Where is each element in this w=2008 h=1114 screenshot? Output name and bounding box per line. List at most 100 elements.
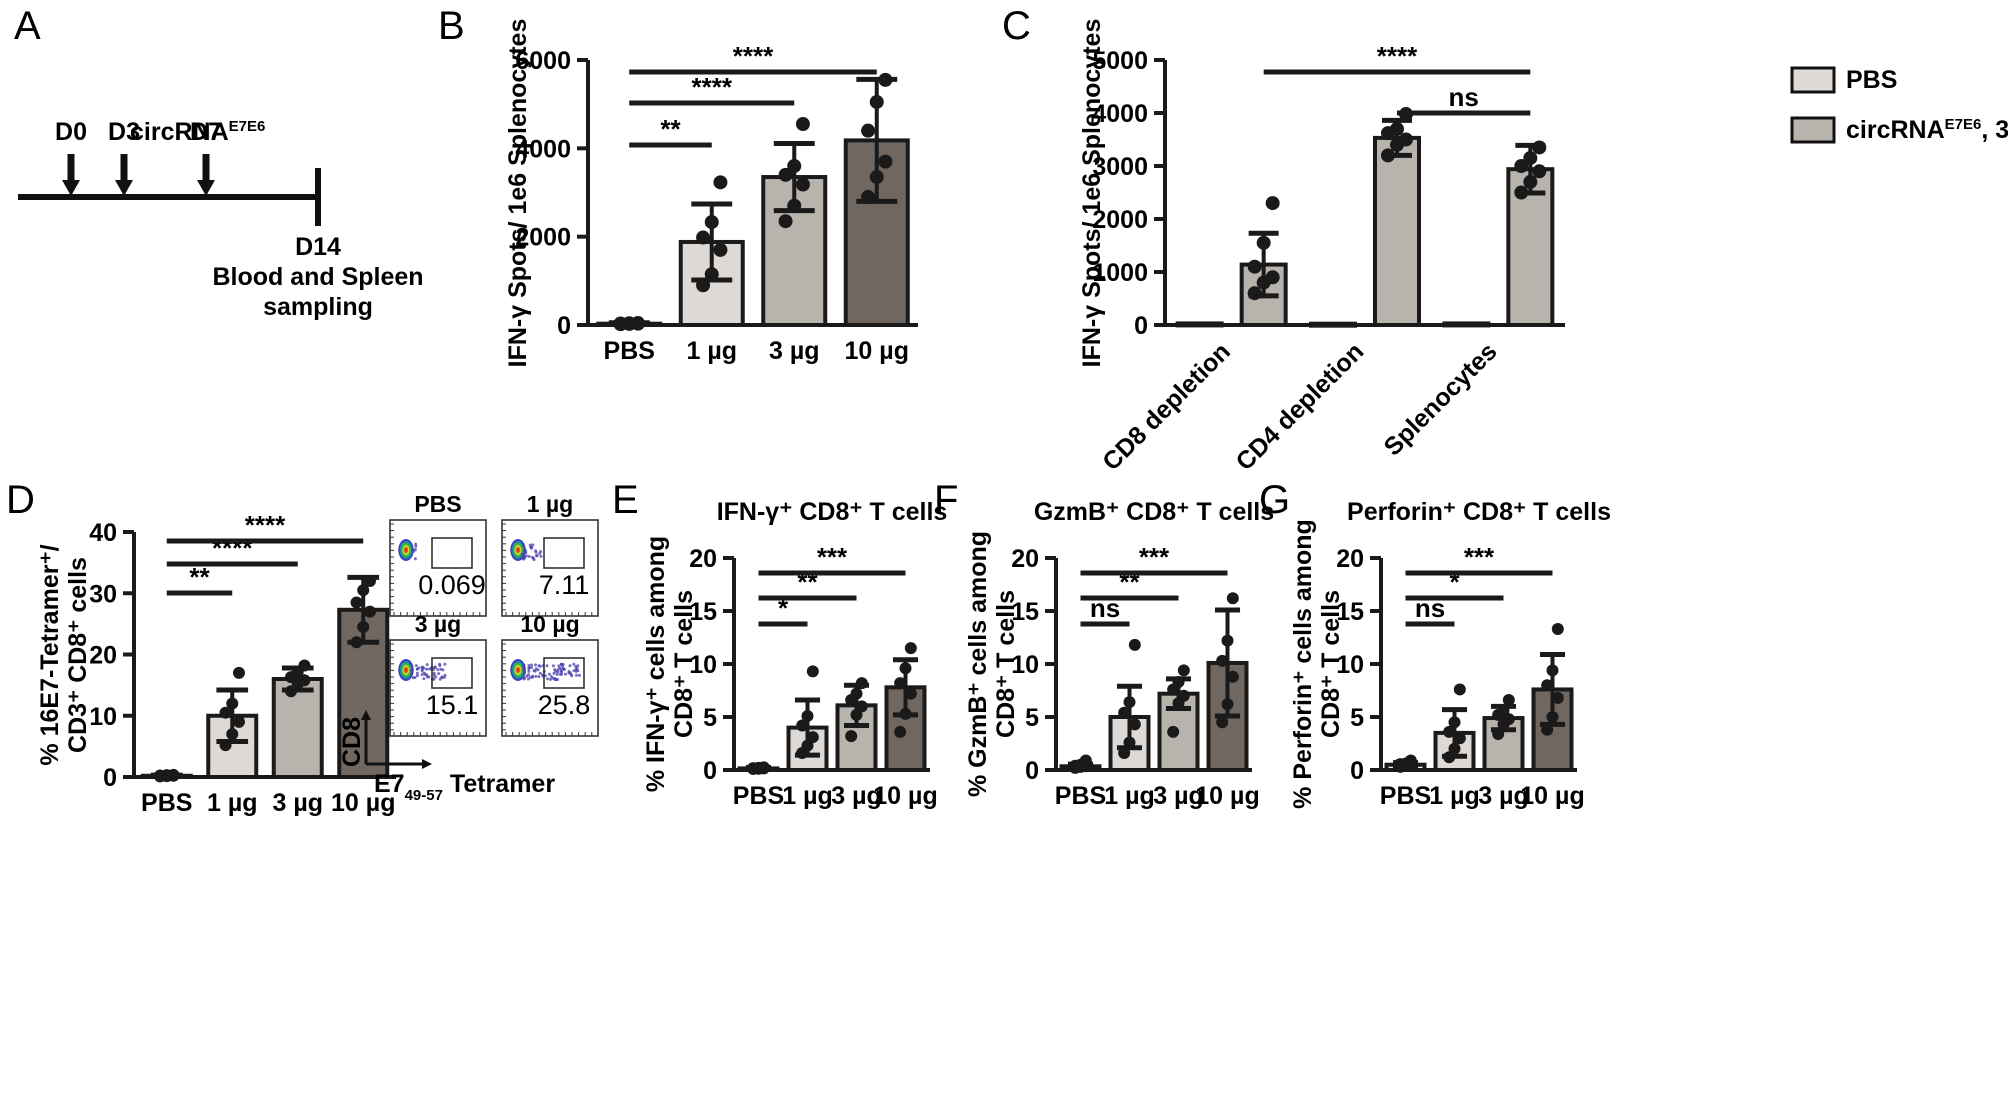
x-tick-label: CD4 depletion: [1231, 337, 1370, 476]
data-point: [851, 688, 863, 700]
flow-event-dot: [523, 678, 526, 681]
data-point: [1124, 736, 1136, 748]
panel-a-timeline: circRNAE7E6 D0 D3 D7 D14 Blood and Splee…: [0, 0, 430, 420]
flow-cytometry-group: PBS 0.069 1 µg 7.11 3 µg 15.1 10 µg 25.8 CD8 E749…: [330, 480, 630, 820]
data-point: [1547, 664, 1559, 676]
flow-event-dot: [568, 664, 571, 667]
data-point: [1532, 140, 1546, 154]
data-point: [1118, 747, 1130, 759]
data-point: [894, 677, 906, 689]
flow-event-dot: [443, 663, 446, 666]
y-tick-label: 0: [1350, 757, 1364, 785]
data-point: [631, 316, 645, 330]
panel-a: A circRNAE7E6 D0 D3 D7 D14 Blood and Spl…: [0, 0, 430, 430]
y-tick-label: 0: [1025, 757, 1039, 785]
data-point: [1523, 151, 1537, 165]
y-tick-label: 30: [89, 580, 117, 608]
y-axis-label: IFN-γ Spots/ 1e6 Splenocytes: [504, 19, 532, 368]
panel-f: F 0 5 10 15 20 PBS 1 µg 3 µg 10 µg ns ** *** GzmB⁺ C…: [930, 480, 1260, 820]
flow-event-dot: [529, 676, 532, 679]
flow-event-dot: [528, 555, 531, 558]
legend-swatch-pbs: [1792, 68, 1834, 92]
x-tick-label: 1 µg: [686, 337, 737, 365]
data-point: [1216, 655, 1228, 667]
data-point: [1514, 186, 1528, 200]
chart-title: GzmB⁺ CD8⁺ T cells: [1034, 498, 1274, 526]
data-point: [1248, 286, 1262, 300]
panel-c-chart: 0 1000 2000 3000 4000 5000 CD8 depletionCD4 de…: [990, 0, 1670, 430]
x-tick-label: 10 µg: [873, 782, 937, 810]
flow-event-dot: [522, 555, 525, 558]
data-point: [1541, 724, 1553, 736]
x-tick-label: CD8 depletion: [1097, 337, 1236, 476]
flow-event-dot: [531, 556, 534, 559]
significance-label: ***: [817, 542, 848, 572]
data-point: [1167, 726, 1179, 738]
panel-c: C 0 1000 2000 3000 4000 5000 CD8 depletion CD4 …: [990, 0, 1790, 430]
timeline-endpoint-desc-1: Blood and Spleen: [212, 263, 423, 291]
flow-tetramer-arrow-icon: [422, 759, 432, 769]
flow-event-dot: [437, 672, 440, 675]
data-point: [1503, 694, 1515, 706]
flow-event-dot: [414, 557, 417, 560]
bar-treated: [1375, 138, 1419, 325]
data-point: [1173, 676, 1185, 688]
flow-event-dot: [530, 663, 533, 666]
data-point: [1118, 707, 1130, 719]
flow-event-dot: [415, 664, 418, 667]
data-point: [845, 730, 857, 742]
flow-y-axis-label: CD8: [338, 717, 366, 767]
flow-event-dot: [535, 554, 538, 557]
data-point: [1381, 148, 1395, 162]
data-point: [1227, 592, 1239, 604]
flow-plot-title: PBS: [414, 491, 461, 517]
data-point: [856, 700, 868, 712]
timeline-label-d7: D7: [190, 118, 222, 146]
data-point: [900, 708, 912, 720]
flow-event-dot: [549, 678, 552, 681]
x-tick-label: Splenocytes: [1379, 337, 1503, 461]
data-point: [1248, 260, 1262, 274]
x-tick-label: 1 µg: [782, 782, 833, 810]
data-point: [1449, 743, 1461, 755]
flow-density-blob: [516, 667, 520, 673]
flow-event-dot: [441, 668, 444, 671]
data-point: [713, 243, 727, 257]
flow-event-dot: [530, 547, 533, 550]
panel-b: B 0 2000 4000 6000 PBS 1 µg 3 µg 10 µg ** **** ***…: [430, 0, 990, 420]
panel-e-label: E: [612, 480, 639, 520]
flow-event-dot: [438, 663, 441, 666]
flow-event-dot: [421, 669, 424, 672]
flow-plot-title: 10 µg: [520, 611, 579, 637]
data-point: [1399, 133, 1413, 147]
timeline-arrow-d0: [62, 154, 80, 196]
data-point: [1454, 683, 1466, 695]
data-point: [1222, 635, 1234, 647]
data-point: [802, 710, 814, 722]
flow-event-dot: [433, 674, 436, 677]
flow-gate-percentage: 25.8: [538, 690, 591, 720]
significance-label: **: [660, 114, 681, 144]
flow-event-dot: [414, 676, 417, 679]
flow-event-dot: [523, 551, 526, 554]
data-point: [1523, 175, 1537, 189]
x-tick-label: 1 µg: [207, 789, 258, 817]
flow-event-dot: [436, 668, 439, 671]
flow-density-blob: [516, 547, 520, 553]
data-point: [1222, 698, 1234, 710]
x-tick-label: 10 µg: [1520, 782, 1584, 810]
data-point: [878, 73, 892, 87]
flow-event-dot: [562, 667, 565, 670]
data-point: [233, 667, 245, 679]
data-point: [796, 117, 810, 131]
flow-event-dot: [527, 670, 530, 673]
panel-c-legend: PBS circRNAE7E6, 3 µg: [1790, 62, 2008, 172]
flow-event-dot: [425, 668, 428, 671]
flow-event-dot: [576, 664, 579, 667]
flow-event-dot: [556, 670, 559, 673]
flow-event-dot: [523, 672, 526, 675]
data-point: [905, 688, 917, 700]
flow-gate-percentage: 15.1: [426, 690, 479, 720]
y-tick-label: 20: [1336, 545, 1364, 573]
y-tick-label: 0: [703, 757, 717, 785]
